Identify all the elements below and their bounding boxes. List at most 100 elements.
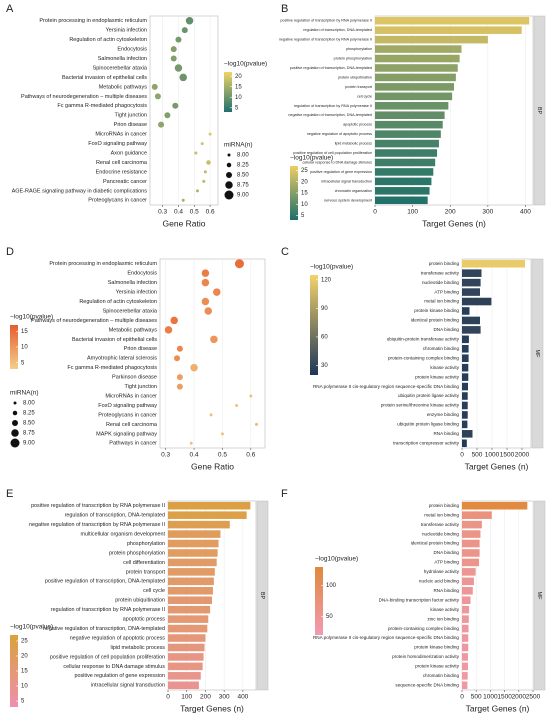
size-key-label: 8.75 (237, 183, 249, 189)
size-key-label: 8.00 (237, 153, 249, 159)
bar (375, 83, 454, 91)
x-tick-label: 0.5 (218, 452, 227, 459)
y-tick-label: Spinocerebellar ataxia (93, 65, 148, 71)
plot-panel (149, 15, 219, 206)
bar (375, 26, 522, 34)
legend-title: −log10(pvalue) (315, 556, 358, 563)
bar (375, 139, 439, 148)
size-key (11, 429, 19, 437)
y-tick-label: protein phosphorylation (334, 57, 372, 61)
panel-letter: C (281, 246, 289, 258)
bar (462, 382, 468, 391)
bar (462, 558, 480, 567)
dot (185, 16, 194, 25)
size-key (224, 190, 234, 200)
y-tick-label: transcription corepressor activity (393, 440, 460, 445)
x-tick-label: 0.4 (190, 452, 199, 459)
y-tick-label: ubiquitin protein ligase activity (398, 393, 460, 398)
dot (176, 345, 183, 352)
panel: F 0 500 1000 1500 2000 2500 Target Genes (n) pro… (281, 488, 546, 713)
color-bar (224, 72, 232, 112)
size-key (12, 410, 18, 416)
y-tick-label: Metabolic pathways (109, 327, 158, 333)
y-tick-label: Pathways in cancer (109, 441, 157, 447)
color-tick-label: 5 (21, 360, 25, 366)
legend-title: −log10(pvalue) (310, 264, 353, 271)
y-tick-label: enzyme binding (427, 412, 460, 417)
color-bar (290, 166, 298, 220)
legend-title: −log10(pvalue) (224, 61, 267, 68)
bar (168, 624, 208, 633)
color-tick-label: 25 (301, 168, 308, 174)
x-axis-title: Gene Ratio (191, 461, 234, 471)
y-tick-label: cellular response to DNA damage stimulus (63, 664, 165, 670)
dot (204, 307, 212, 315)
y-tick-label: Amyotrophic lateral sclerosis (87, 356, 157, 362)
panel-letter: B (281, 3, 288, 15)
y-tick-label: regulation of transcription by RNA polym… (51, 607, 165, 613)
bar (168, 653, 204, 661)
x-axis-title: Target Genes (n) (422, 218, 486, 228)
y-tick-label: protein kinase binding (414, 645, 459, 650)
bar (375, 177, 432, 186)
dot (172, 102, 179, 109)
y-tick-label: protein phosphorylation (109, 550, 165, 556)
x-axis-title: Gene Ratio (163, 218, 206, 228)
y-tick-label: MicroRNAs in cancer (105, 393, 157, 399)
y-tick-label: FoxO signaling pathway (88, 141, 147, 147)
bar (462, 549, 480, 557)
x-tick-label: 0.3 (158, 209, 167, 216)
x-tick-label: 500 (472, 452, 483, 459)
bar (168, 568, 215, 576)
bar (375, 158, 436, 167)
size-key-label: 8.25 (237, 163, 249, 169)
x-tick-label: 1000 (483, 694, 498, 701)
y-tick-label: negative regulation of apoptotic process (70, 635, 166, 641)
dot (154, 93, 161, 100)
y-tick-label: apoptotic process (343, 123, 372, 127)
color-tick-label: 5 (235, 105, 239, 111)
y-tick-label: zinc ion binding (427, 616, 459, 621)
y-tick-label: cell cycle (357, 94, 372, 98)
bar (462, 269, 482, 277)
bar (462, 373, 469, 381)
y-tick-label: protein homodimerization activity (392, 654, 460, 659)
y-tick-label: AGE-RAGE signaling pathway in diabetic c… (12, 188, 148, 194)
panel: D 0.3 0.4 0.5 0.6 Gene Ratio Protein processin… (6, 246, 266, 471)
bar (462, 530, 481, 538)
y-tick-label: negative regulation of transcription by … (279, 38, 372, 42)
dot (201, 269, 210, 277)
color-tick-label: 60 (321, 334, 328, 340)
bar (462, 288, 480, 296)
bar (462, 653, 468, 661)
y-tick-label: intracellular signal transduction (321, 179, 372, 183)
facet-label: BP (536, 107, 542, 115)
y-tick-label: ubiquitin protein ligase binding (397, 422, 459, 427)
dot (181, 198, 185, 202)
y-tick-label: protein-containing complex binding (388, 626, 459, 631)
dot (189, 441, 193, 445)
x-tick-label: 0 (166, 694, 170, 701)
dot (200, 142, 204, 146)
dot (151, 83, 158, 90)
x-tick-label: 0.3 (161, 452, 170, 459)
dot (234, 259, 244, 269)
bar (462, 430, 473, 438)
y-tick-label: RNA binding (433, 588, 459, 593)
y-tick-label: identical protein binding (411, 318, 460, 323)
y-tick-label: protein-containing complex binding (388, 355, 459, 360)
dot (164, 326, 173, 334)
bar (462, 344, 469, 353)
y-tick-label: Pathways of neurodegeneration – multiple… (31, 318, 157, 324)
y-tick-label: Yersinia infection (116, 290, 157, 296)
panel-letter: D (6, 246, 14, 258)
plot-panel (461, 500, 534, 691)
y-tick-label: metal ion binding (424, 299, 459, 304)
color-bar (310, 275, 318, 375)
x-tick-label: 2500 (526, 694, 541, 701)
bar (168, 672, 201, 680)
x-axis-title: Target Genes (n) (466, 703, 530, 713)
bar (462, 259, 525, 268)
bar (462, 354, 469, 363)
bar (462, 615, 469, 623)
